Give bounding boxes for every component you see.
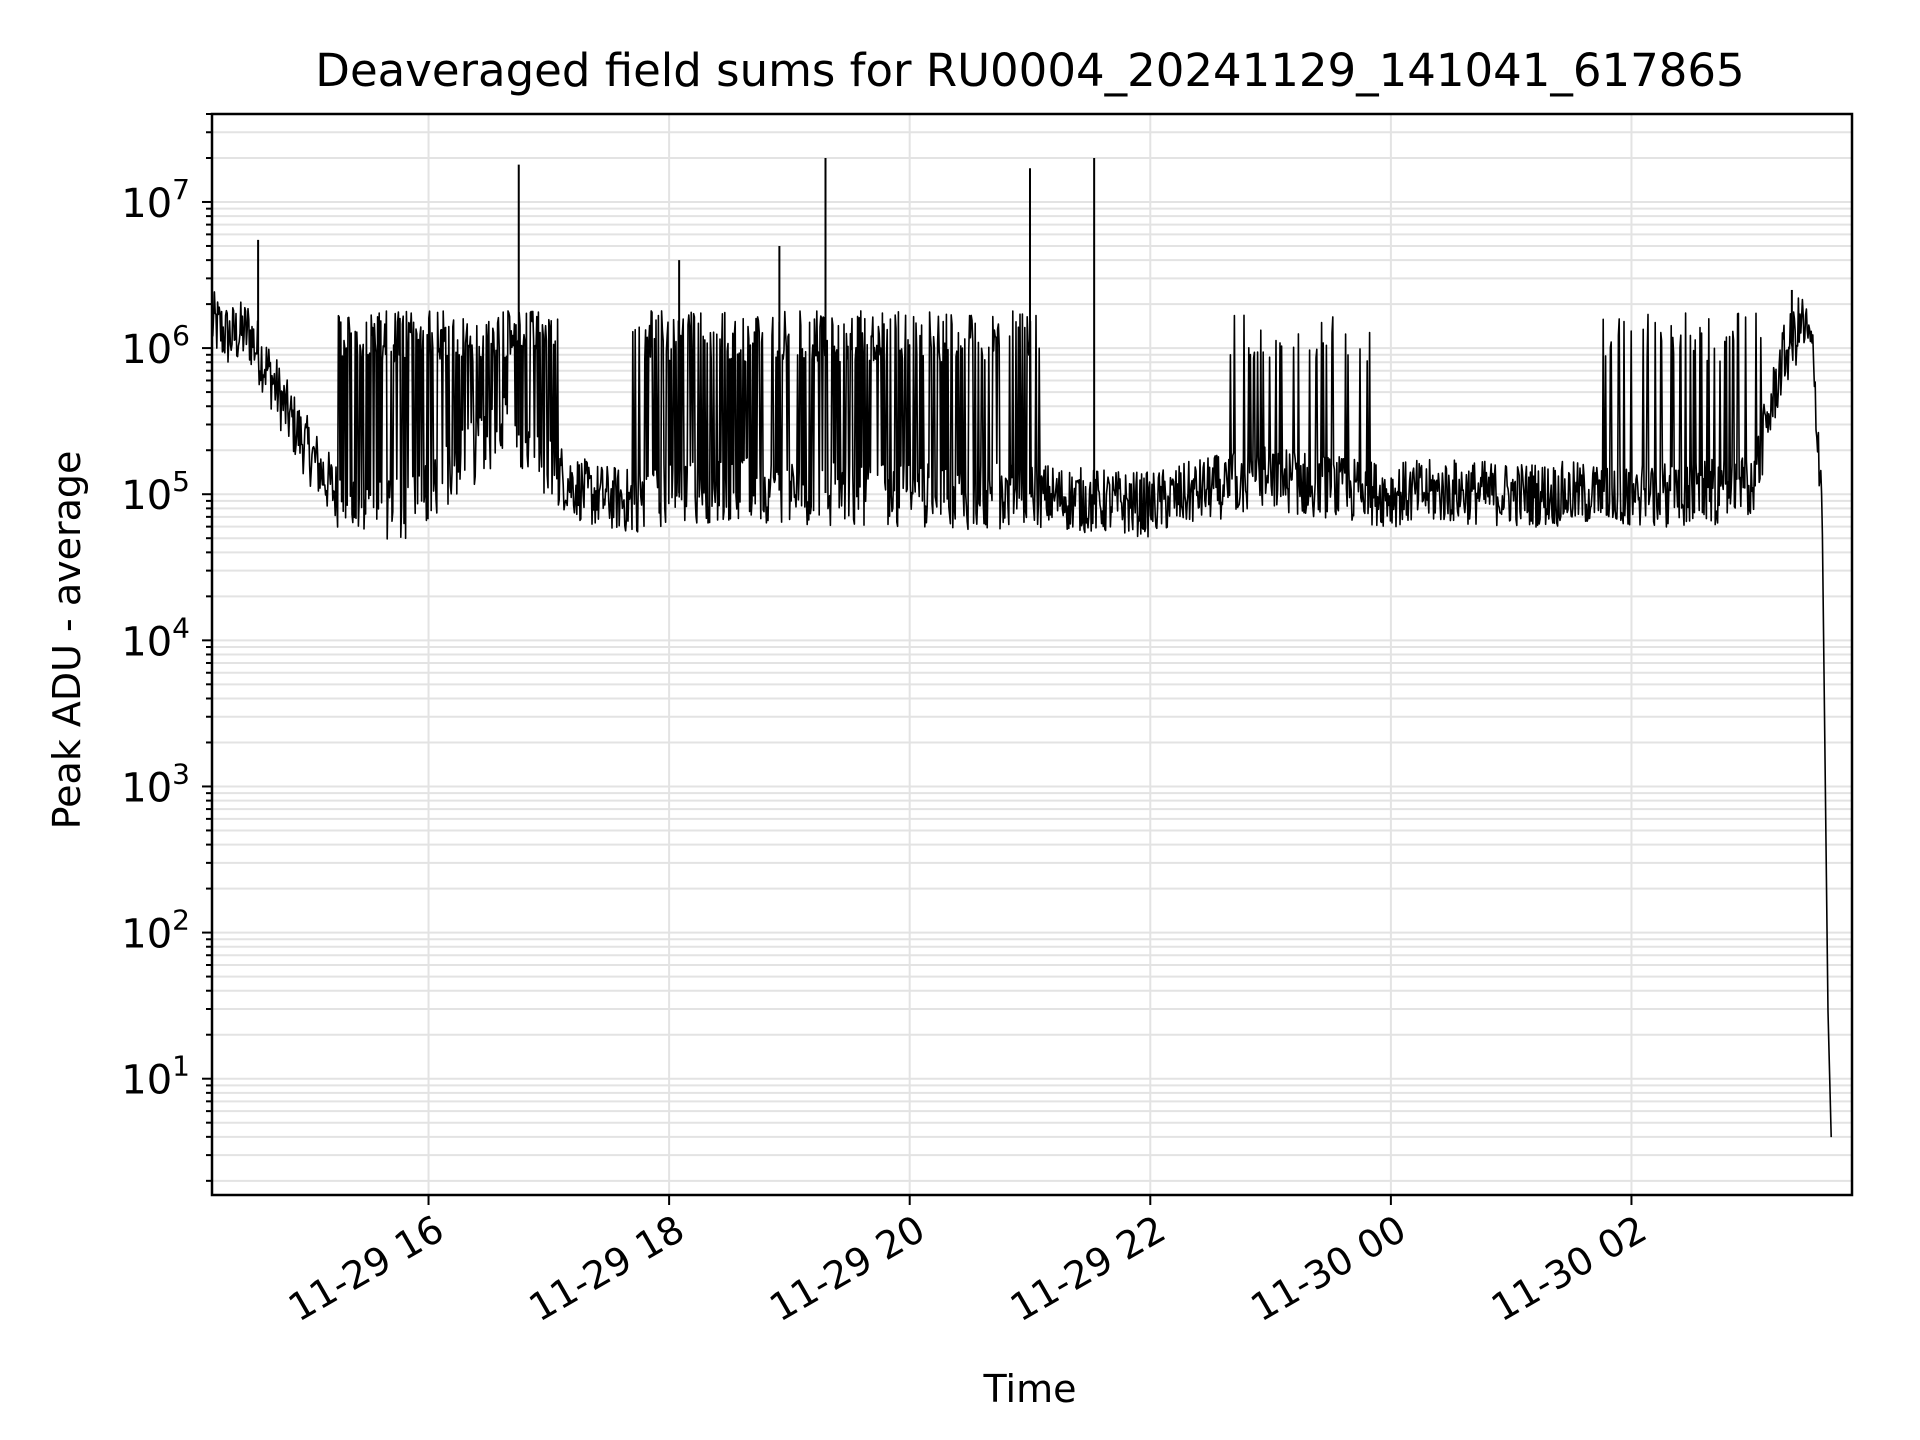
y-tick-label: 104	[121, 611, 190, 665]
grid-lines	[212, 113, 1852, 1195]
y-axis-label: Peak ADU - average	[45, 451, 89, 830]
y-tick-label: 101	[121, 1050, 190, 1104]
y-tick-label: 103	[121, 757, 190, 811]
chart-title: Deaveraged field sums for RU0004_2024112…	[315, 44, 1744, 97]
y-tick-label: 106	[121, 319, 190, 373]
x-axis-label: Time	[983, 1367, 1077, 1411]
y-tick-label: 102	[121, 904, 190, 958]
y-tick-label: 107	[121, 173, 190, 227]
plot-area	[211, 157, 1832, 1138]
series-line	[211, 291, 1832, 1138]
y-tick-label: 105	[121, 465, 190, 519]
series-group	[211, 157, 1832, 1138]
